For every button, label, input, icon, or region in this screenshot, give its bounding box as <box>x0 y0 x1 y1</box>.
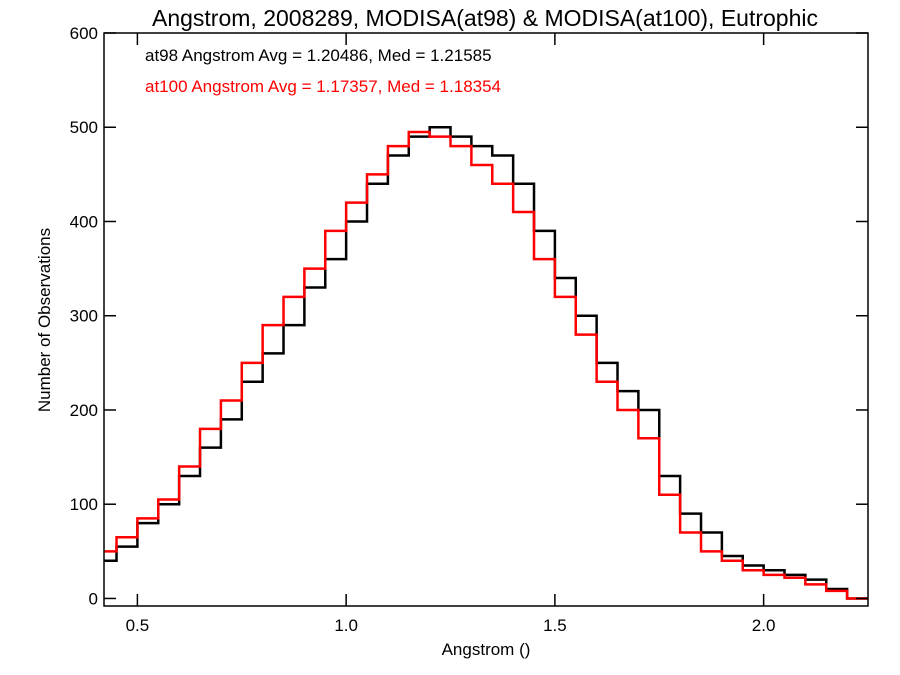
plot-frame <box>103 32 869 607</box>
x-tick-label: 0.5 <box>126 616 150 635</box>
series-1 <box>104 130 868 600</box>
x-tick-label: 1.0 <box>334 616 358 635</box>
y-tick-label: 200 <box>70 401 98 420</box>
series-line-0 <box>104 125 868 600</box>
legend-at100: at100 Angstrom Avg = 1.17357, Med = 1.18… <box>145 77 501 96</box>
y-axis: 0 100 200 300 400 500 600 <box>70 24 868 608</box>
legend-at98: at98 Angstrom Avg = 1.20486, Med = 1.215… <box>145 46 492 65</box>
y-tick-label: 300 <box>70 307 98 326</box>
x-tick-label: 2.0 <box>752 616 776 635</box>
y-axis-label: Number of Observations <box>35 228 54 412</box>
y-tick-label: 400 <box>70 212 98 231</box>
y-tick-label: 500 <box>70 118 98 137</box>
x-axis-label: Angstrom () <box>442 640 531 659</box>
chart-title: Angstrom, 2008289, MODISA(at98) & MODISA… <box>152 5 818 31</box>
y-tick-label: 0 <box>89 589 98 608</box>
x-axis: 0.5 1.0 1.5 2.0 <box>126 33 776 635</box>
x-tick-label: 1.5 <box>543 616 567 635</box>
y-tick-label: 100 <box>70 495 98 514</box>
series-line-1 <box>104 130 868 600</box>
y-tick-label: 600 <box>70 24 98 43</box>
plot-area <box>104 125 868 600</box>
series-0 <box>104 125 868 600</box>
